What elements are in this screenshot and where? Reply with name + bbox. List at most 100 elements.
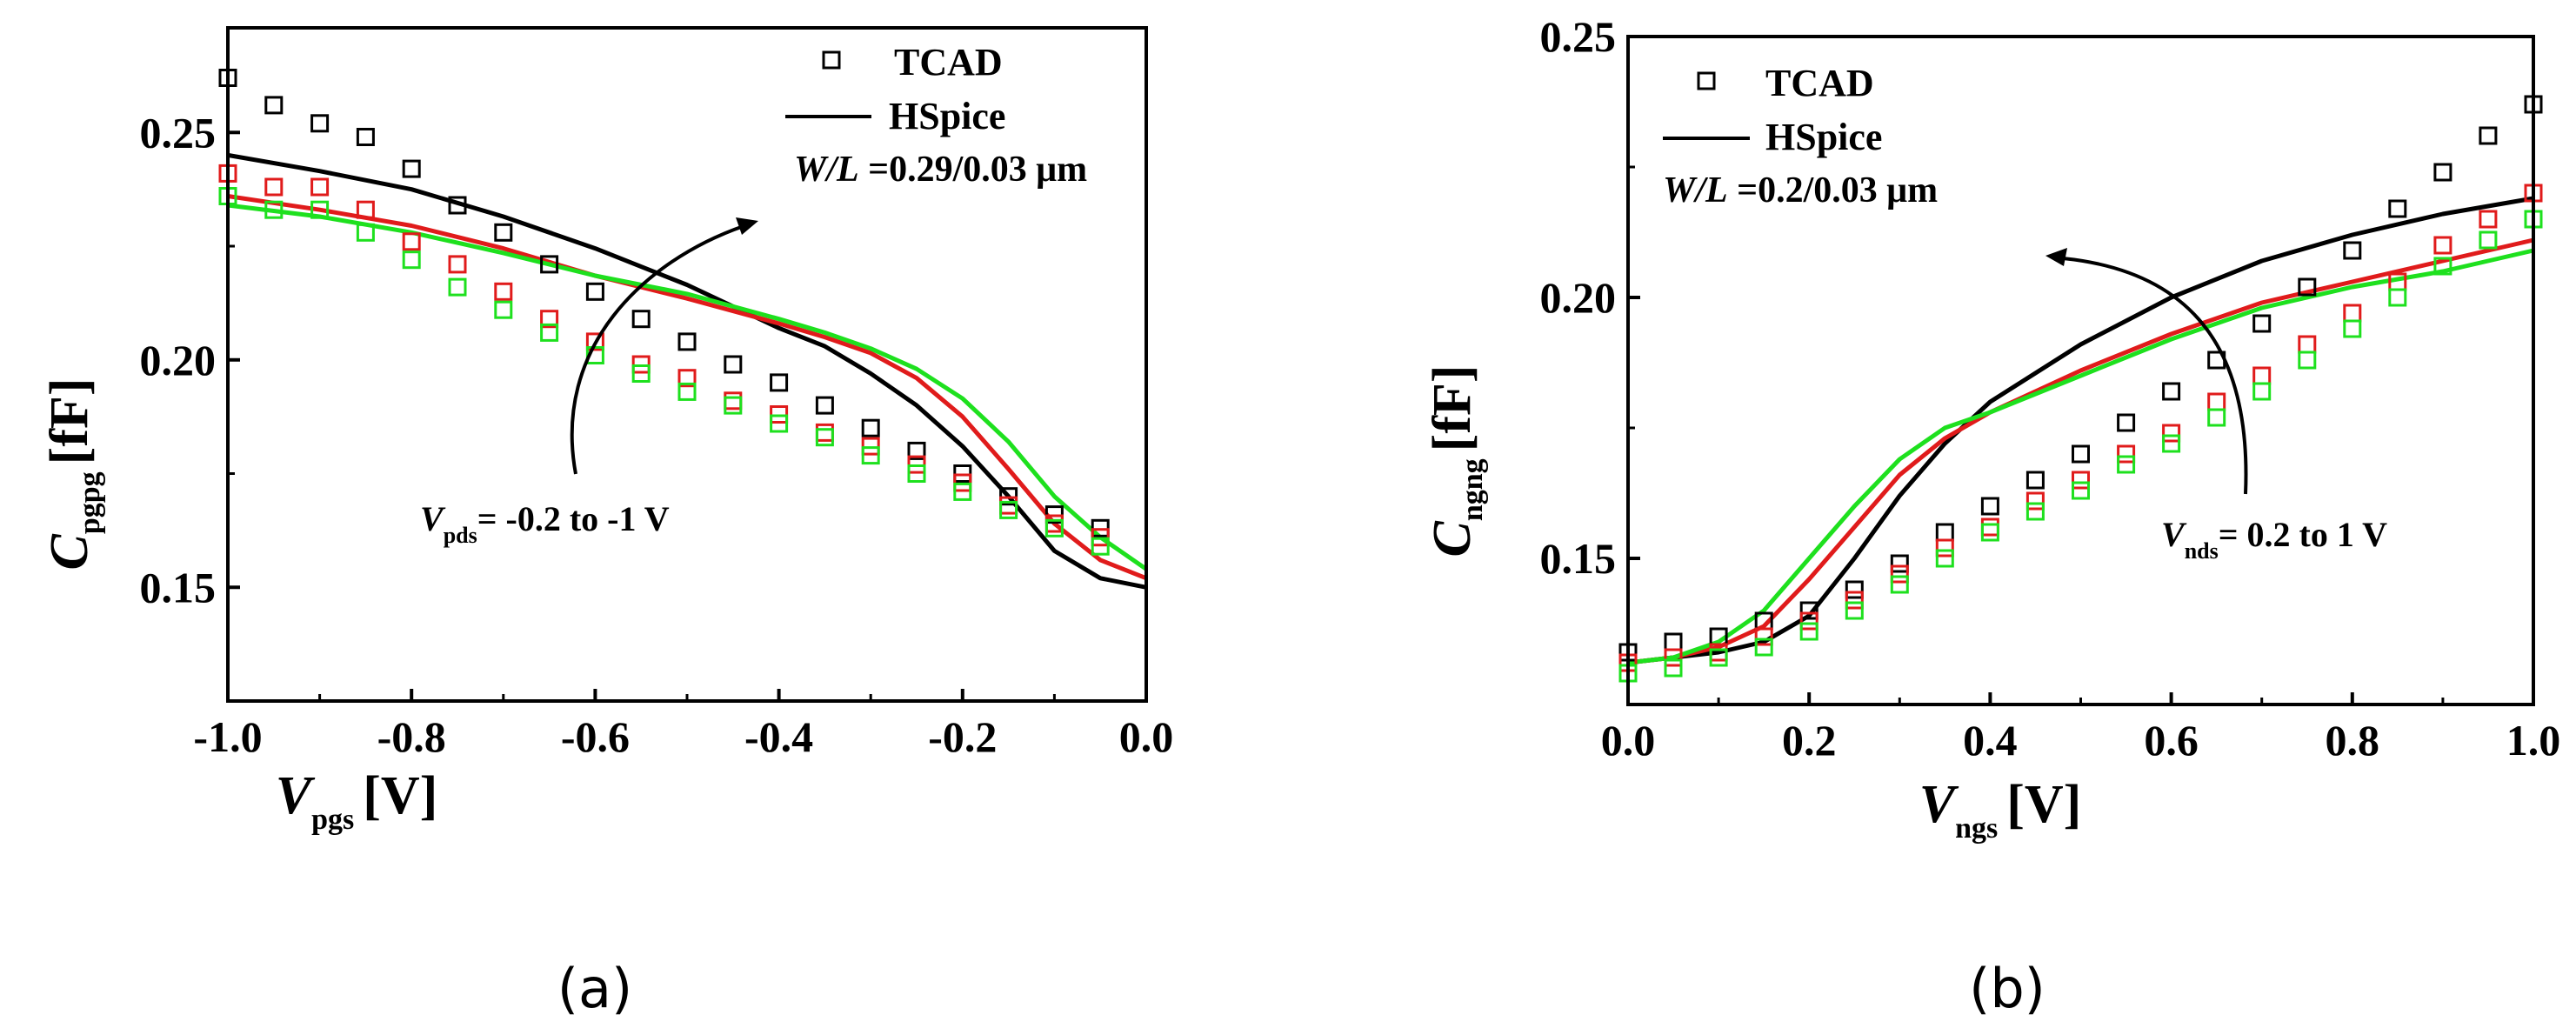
x-tick-label: 0.6 [2144,716,2199,765]
panel-a-wl-value: =0.29/0.03 μm [859,150,1087,190]
tcad-marker-s3 [861,446,880,465]
x-tick-label: 1.0 [2506,716,2561,765]
panel-b-ylabel-unit: [fF] [1423,365,1482,452]
tcad-marker-s1 [907,441,926,460]
panel-b-legend-tcad-label: TCAD [1765,62,1874,104]
panel-a-xlabel-sub: pgs [311,804,354,836]
tcad-marker-s3 [2479,230,2498,250]
tcad-marker-s3 [1664,658,1683,678]
tcad-marker-s2 [1890,564,1909,584]
panel-a-legend: TCAD HSpice W/L =0.29/0.03 μm [785,41,1087,190]
tcad-marker-s3 [907,464,926,483]
tcad-marker-s2 [494,282,513,301]
panel-a-arrow-head [736,217,758,235]
hspice-line-1 [1627,196,2534,665]
tcad-marker-s1 [2433,163,2453,182]
tcad-marker-s2 [1664,648,1683,667]
tcad-marker-s1 [1799,601,1819,620]
panel-b-xlabel-unit: [V] [2006,775,2081,834]
panel-b: 0.0 0.2 0.4 0.6 0.8 1.0 0.15 0.20 0.25 Cngng [fF]… [1423,12,2560,1020]
panel-b-ann-rest: = 0.2 to 1 V [2219,515,2387,554]
tcad-marker-s2 [264,177,284,197]
tcad-marker-s2 [724,391,743,411]
tcad-marker-s2 [2025,491,2045,511]
panel-a-ylabel-main: C [40,534,99,571]
tcad-marker-s1 [861,418,880,437]
y-tick-label: 0.25 [1540,12,1617,61]
panel-a-legend-tcad-label: TCAD [894,41,1003,83]
tcad-marker-s1 [677,332,697,351]
tcad-marker-s1 [2479,126,2498,145]
tcad-marker-s3 [724,396,743,415]
y-tick-label: 0.25 [140,108,217,157]
tcad-marker-s1 [2388,199,2407,218]
panel-b-ylabel-sub: ngng [1457,458,1489,521]
tcad-marker-s3 [1799,622,1819,641]
tcad-marker-s1 [631,310,651,329]
tcad-marker-s1 [1845,580,1864,599]
tcad-marker-s2 [310,177,330,197]
panel-a-tcad-markers [218,69,1110,556]
tcad-marker-s2 [2072,471,2090,490]
panel-b-hspice-lines [1627,196,2534,665]
panel-a-y-axis-label: Cpgpg [fF] [40,378,106,571]
panel-b-legend-marker-swatch [1697,71,1716,90]
tcad-marker-s2 [1980,518,1999,537]
tcad-marker-s2 [448,255,467,274]
hspice-line-2 [1627,237,2534,665]
tcad-marker-s2 [677,369,697,388]
panel-a-wl-label: W/L =0.29/0.03 μm [794,150,1087,190]
hspice-line-1 [227,152,1147,590]
x-tick-label: 0.0 [1119,712,1174,761]
tcad-marker-s3 [1980,523,1999,542]
tcad-marker-s3 [264,200,284,219]
tcad-marker-s2 [2298,335,2317,354]
x-tick-label: -0.6 [561,712,630,761]
tcad-marker-s1 [2343,241,2362,260]
panel-a-ann-main: V [420,499,446,538]
panel-a-vds-annotation: Vpds= -0.2 to -1 V [420,499,670,548]
y-tick-label: 0.15 [1540,534,1617,583]
tcad-marker-s3 [2162,434,2181,453]
x-tick-label: 0.4 [1963,716,2018,765]
panel-b-wl-value: =0.2/0.03 μm [1728,170,1938,210]
x-tick-label: 0.2 [1782,716,1837,765]
panel-b-curved-arrow [2062,257,2248,495]
tcad-marker-s2 [540,310,559,329]
tcad-marker-s1 [2162,382,2181,401]
y-tick-label: 0.20 [1540,273,1617,322]
tcad-marker-s1 [1664,632,1683,651]
tcad-marker-s1 [310,114,330,133]
tcad-marker-s2 [585,332,604,351]
tcad-marker-s1 [1935,523,1954,542]
panel-a-legend-marker-swatch [822,50,841,70]
tcad-marker-s3 [540,323,559,342]
tcad-marker-s3 [677,382,697,401]
hspice-line-3 [1627,248,2534,665]
x-tick-label: 0.0 [1601,716,1656,765]
tcad-marker-s3 [2207,408,2226,427]
panel-b-arrow-head [2045,248,2067,266]
panel-b-y-axis-label: Cngng [fF] [1423,365,1489,558]
x-tick-label: 0.8 [2326,716,2380,765]
panel-b-tcad-markers [1618,95,2543,683]
tcad-marker-s2 [402,232,421,251]
tcad-marker-s3 [2072,481,2090,500]
tcad-marker-s3 [1044,518,1064,538]
panel-a-xlabel-main: V [276,766,316,825]
tcad-marker-s3 [2343,319,2362,338]
tcad-marker-s3 [2025,502,2045,521]
tcad-marker-s3 [631,364,651,383]
tcad-marker-s1 [356,128,375,146]
panel-a-ylabel-unit: [fF] [40,378,99,465]
panel-b-x-axis-label: Vngs [V] [1919,775,2082,845]
panel-b-wl-label: W/L =0.2/0.03 μm [1663,170,1938,210]
panel-b-ann-sub: nds [2185,538,2219,564]
hspice-line-2 [227,194,1147,581]
tcad-marker-s3 [999,500,1018,519]
tcad-marker-s1 [770,373,789,392]
tcad-marker-s2 [1935,538,1954,558]
tcad-marker-s3 [1890,575,1909,594]
tcad-marker-s1 [2117,413,2136,432]
